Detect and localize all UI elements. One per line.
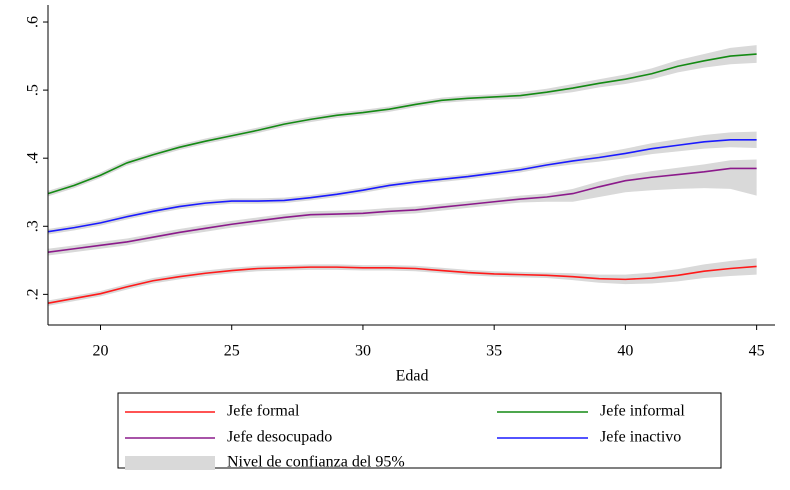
legend-label: Nivel de confianza del 95% [227,454,405,471]
x-tick-label: 45 [749,343,765,360]
confidence-band [48,159,757,256]
series-line [47,167,757,253]
y-tick-label: .2 [25,288,42,300]
x-tick-label: 40 [617,343,633,360]
x-tick-label: 25 [224,343,240,360]
y-tick-label: .4 [25,152,42,164]
y-tick-label: .5 [25,84,42,96]
series-line [47,53,757,195]
legend-label: Jefe formal [227,403,300,420]
legend-label: Jefe desocupado [227,429,332,446]
x-axis-label: Edad [396,368,429,385]
confidence-band [48,258,757,306]
x-tick-label: 20 [92,343,108,360]
series-line [47,265,757,305]
series-line [47,139,757,233]
x-tick-label: 30 [355,343,371,360]
legend-label: Jefe inactivo [600,429,681,446]
y-tick-label: .3 [25,220,42,232]
y-tick-label: .6 [25,16,42,28]
legend-box [117,392,722,469]
x-tick-label: 35 [486,343,502,360]
legend-swatch [125,456,215,470]
confidence-band [48,45,757,197]
legend-label: Jefe informal [600,403,685,420]
